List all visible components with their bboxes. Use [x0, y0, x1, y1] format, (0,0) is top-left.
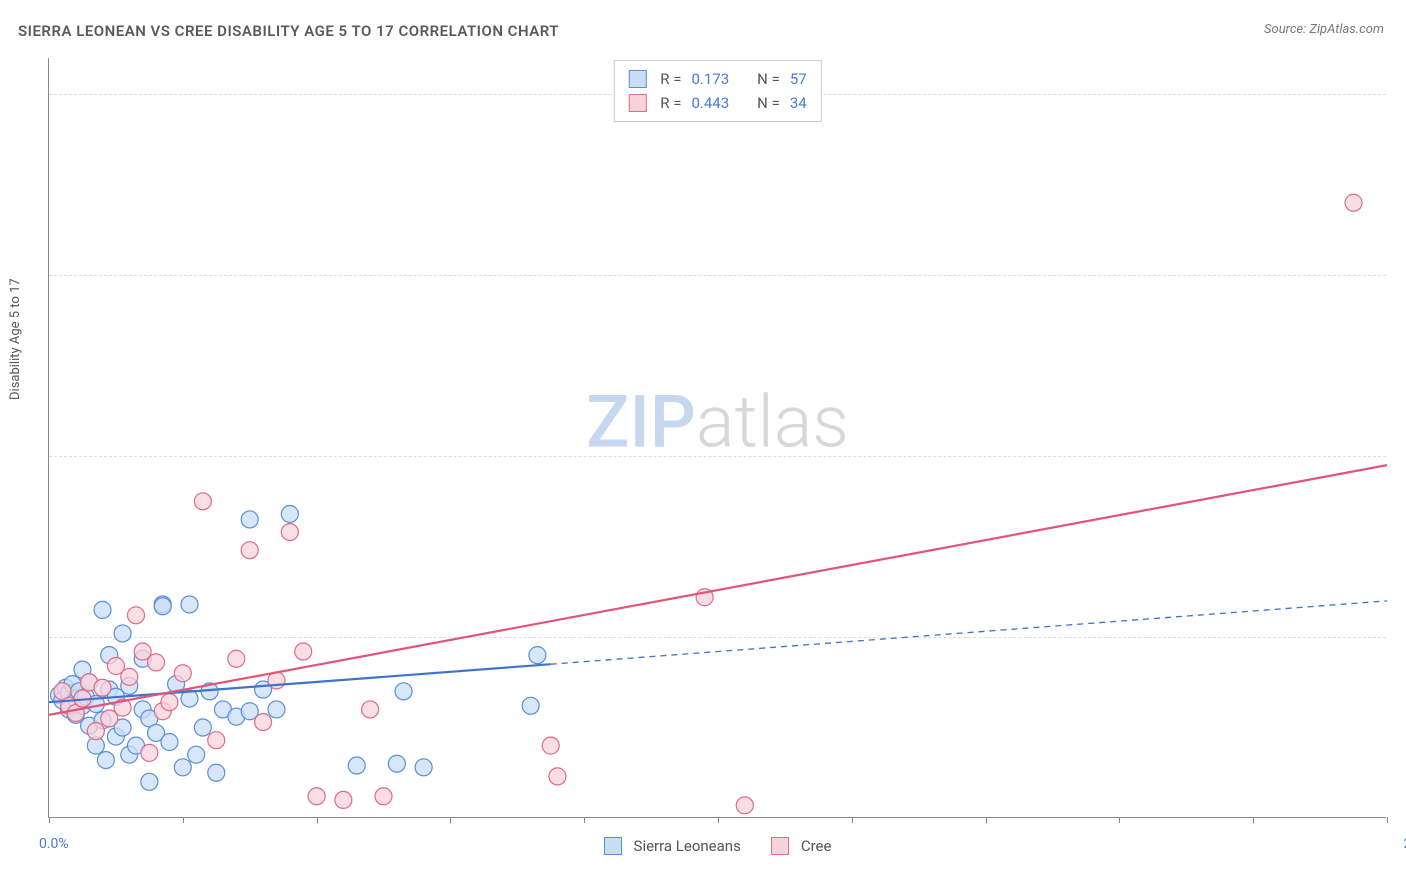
- scatter-point: [87, 723, 104, 740]
- x-tick: [986, 817, 987, 823]
- stats-r-value: 0.443: [691, 91, 729, 115]
- legend-label: Sierra Leoneans: [634, 837, 741, 855]
- scatter-point: [161, 734, 178, 751]
- scatter-point: [208, 732, 225, 749]
- scatter-point: [348, 757, 365, 774]
- scatter-point: [395, 683, 412, 700]
- scatter-point: [281, 506, 298, 523]
- trend-line-dashed: [551, 601, 1387, 664]
- scatter-svg: [49, 58, 1386, 817]
- scatter-point: [161, 694, 178, 711]
- stats-r-value: 0.173: [691, 67, 729, 91]
- y-axis-label: Disability Age 5 to 17: [8, 278, 23, 400]
- stats-r-label: R =: [660, 67, 681, 91]
- x-tick: [183, 817, 184, 823]
- scatter-point: [188, 746, 205, 763]
- chart-plot-area: ZIPatlas 10.0%20.0%30.0%40.0% 0.0% 20.0%…: [48, 58, 1386, 818]
- x-axis-min-label: 0.0%: [39, 836, 69, 852]
- scatter-point: [388, 755, 405, 772]
- x-tick: [852, 817, 853, 823]
- x-tick: [718, 817, 719, 823]
- stats-n-value: 34: [790, 91, 807, 115]
- scatter-point: [121, 668, 138, 685]
- legend-item: Cree: [771, 837, 832, 855]
- scatter-point: [1345, 194, 1362, 211]
- scatter-point: [542, 737, 559, 754]
- scatter-point: [295, 643, 312, 660]
- trend-line-solid: [49, 465, 1387, 715]
- source-attribution: Source: ZipAtlas.com: [1264, 22, 1384, 37]
- scatter-point: [281, 524, 298, 541]
- scatter-point: [141, 744, 158, 761]
- scatter-point: [522, 697, 539, 714]
- legend-label: Cree: [801, 837, 832, 855]
- scatter-point: [415, 759, 432, 776]
- scatter-point: [736, 797, 753, 814]
- scatter-point: [141, 773, 158, 790]
- legend-bottom: Sierra Leoneans Cree: [604, 837, 832, 855]
- x-tick: [584, 817, 585, 823]
- legend-swatch: [771, 837, 789, 855]
- scatter-point: [94, 679, 111, 696]
- stats-n-label: N =: [757, 91, 780, 115]
- scatter-point: [194, 493, 211, 510]
- x-tick: [1119, 817, 1120, 823]
- stats-swatch: [628, 94, 646, 112]
- scatter-point: [241, 511, 258, 528]
- scatter-point: [194, 719, 211, 736]
- scatter-point: [181, 596, 198, 613]
- scatter-point: [308, 788, 325, 805]
- legend-swatch: [604, 837, 622, 855]
- scatter-point: [154, 598, 171, 615]
- scatter-point: [529, 647, 546, 664]
- scatter-point: [241, 542, 258, 559]
- scatter-point: [268, 701, 285, 718]
- scatter-point: [549, 768, 566, 785]
- scatter-point: [174, 759, 191, 776]
- scatter-point: [174, 665, 191, 682]
- stats-row: R = 0.443 N = 34: [628, 91, 806, 115]
- scatter-point: [208, 764, 225, 781]
- scatter-point: [228, 650, 245, 667]
- scatter-point: [148, 654, 165, 671]
- stats-r-label: R =: [660, 91, 681, 115]
- scatter-point: [97, 752, 114, 769]
- stats-swatch: [628, 70, 646, 88]
- scatter-point: [335, 791, 352, 808]
- scatter-point: [127, 607, 144, 624]
- correlation-stats-box: R = 0.173 N = 57 R = 0.443 N = 34: [613, 60, 821, 122]
- legend-item: Sierra Leoneans: [604, 837, 741, 855]
- scatter-point: [94, 601, 111, 618]
- x-tick: [49, 817, 50, 823]
- stats-n-label: N =: [757, 67, 780, 91]
- stats-row: R = 0.173 N = 57: [628, 67, 806, 91]
- chart-title: SIERRA LEONEAN VS CREE DISABILITY AGE 5 …: [18, 22, 559, 40]
- x-tick: [450, 817, 451, 823]
- scatter-point: [114, 625, 131, 642]
- x-tick: [317, 817, 318, 823]
- scatter-point: [362, 701, 379, 718]
- scatter-point: [375, 788, 392, 805]
- scatter-point: [255, 714, 272, 731]
- x-tick: [1387, 817, 1388, 823]
- x-tick: [1253, 817, 1254, 823]
- stats-n-value: 57: [790, 67, 807, 91]
